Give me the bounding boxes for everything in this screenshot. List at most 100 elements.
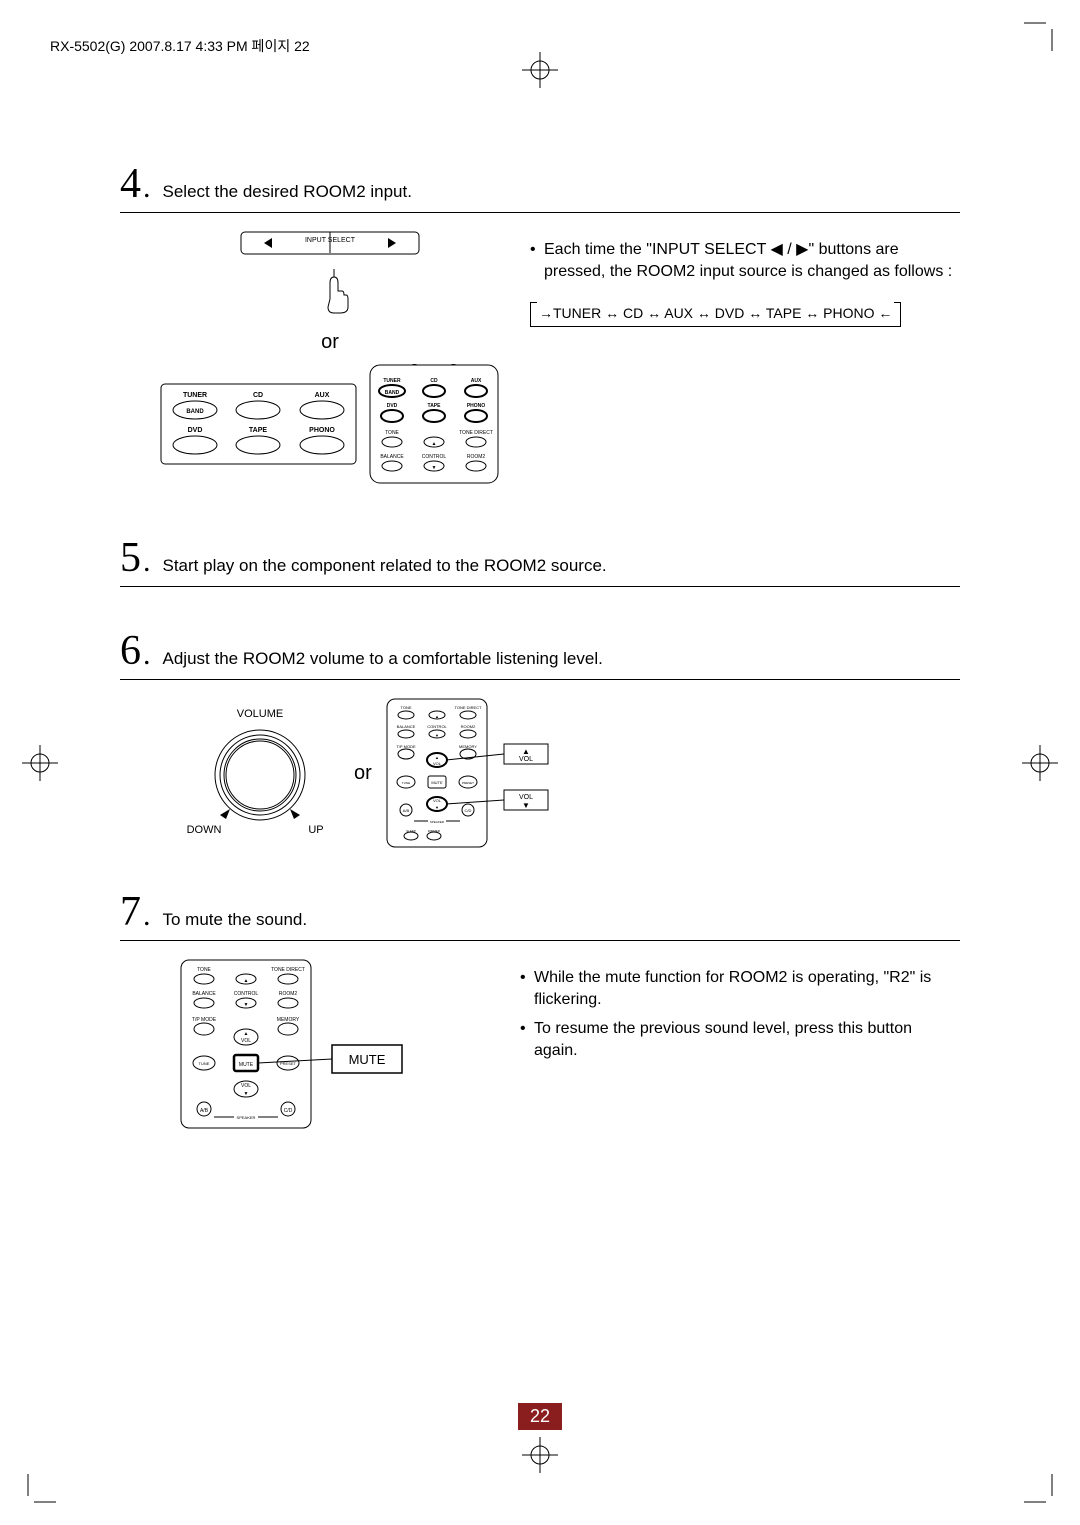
svg-text:BALANCE: BALANCE (396, 724, 415, 729)
svg-text:TUNER: TUNER (383, 378, 401, 384)
svg-text:VOL: VOL (433, 798, 442, 803)
step-title: Adjust the ROOM2 volume to a comfortable… (163, 649, 603, 669)
page-number: 22 (518, 1403, 562, 1430)
svg-text:TONE DIRECT: TONE DIRECT (271, 967, 305, 973)
svg-text:C/D: C/D (464, 808, 471, 813)
crop-mark-bottom-right (1024, 1474, 1060, 1510)
svg-text:TONE: TONE (385, 430, 399, 436)
svg-text:▼: ▼ (244, 1002, 249, 1008)
or-label: or (321, 331, 339, 354)
svg-text:MEMORY: MEMORY (459, 744, 477, 749)
step7-diagram: TONE TONE DIRECT ▲ BALANCE CONTROL ROOM2… (120, 959, 490, 1129)
step-6: 6 . Adjust the ROOM2 volume to a comfort… (120, 627, 960, 848)
step-title: Start play on the component related to t… (163, 556, 607, 576)
svg-text:▲: ▲ (522, 747, 530, 756)
svg-text:TONE: TONE (400, 705, 411, 710)
svg-text:SPEAKER: SPEAKER (430, 820, 445, 824)
step-5: 5 . Start play on the component related … (120, 534, 960, 587)
svg-text:T/P MODE: T/P MODE (396, 744, 416, 749)
step-head: 4 . Select the desired ROOM2 input. (120, 160, 960, 213)
svg-text:TONE DIRECT: TONE DIRECT (459, 430, 493, 436)
registration-mark-right (1020, 743, 1060, 783)
step-7: 7 . To mute the sound. TONE TONE DIRECT … (120, 888, 960, 1129)
svg-text:VOLUME: VOLUME (237, 708, 283, 720)
or-label: or (354, 762, 372, 785)
registration-mark-left (20, 743, 60, 783)
svg-text:ROOM2: ROOM2 (460, 724, 475, 729)
svg-text:SPEAKER: SPEAKER (237, 1115, 256, 1120)
step-number: 5 (120, 534, 141, 582)
svg-text:BAND: BAND (186, 409, 204, 415)
step4-notes: Each time the "INPUT SELECT ◀ / ▶" butto… (530, 231, 960, 484)
svg-text:CONTROL: CONTROL (427, 724, 447, 729)
svg-text:TUNE: TUNE (402, 781, 410, 785)
svg-text:MEMORY: MEMORY (277, 1017, 300, 1023)
svg-text:CONTROL: CONTROL (422, 454, 447, 460)
step7-note-0: While the mute function for ROOM2 is ope… (520, 967, 960, 1012)
svg-text:BALANCE: BALANCE (192, 991, 216, 997)
svg-text:UP: UP (308, 824, 323, 836)
step4-diagrams: INPUT SELECT or TUNER (120, 231, 500, 484)
svg-text:PHONO: PHONO (467, 403, 485, 409)
svg-text:▼: ▼ (435, 733, 439, 738)
step4-note: Each time the "INPUT SELECT ◀ / ▶" butto… (530, 239, 960, 284)
svg-text:TUNE: TUNE (199, 1061, 210, 1066)
step-number: 7 (120, 888, 141, 936)
svg-text:VOL: VOL (241, 1038, 251, 1044)
svg-text:VOL: VOL (519, 756, 533, 763)
svg-text:A/B: A/B (403, 808, 410, 813)
svg-text:▲: ▲ (435, 755, 439, 760)
svg-text:CONTROL: CONTROL (234, 991, 259, 997)
svg-text:ROOM2: ROOM2 (467, 454, 486, 460)
step6-diagrams: VOLUME DOWN UP or TONE TONE DIRECT (120, 698, 556, 848)
svg-text:ROOM2: ROOM2 (279, 991, 298, 997)
svg-text:CD: CD (430, 378, 438, 384)
crop-mark-top-right (1024, 15, 1060, 51)
volume-knob-diagram: VOLUME DOWN UP (180, 703, 340, 843)
input-select-diagram: INPUT SELECT (240, 231, 420, 321)
step-dot: . (143, 171, 151, 205)
svg-text:TONE: TONE (197, 967, 211, 973)
svg-text:MUTE: MUTE (239, 1062, 254, 1068)
svg-text:VOL: VOL (519, 794, 533, 801)
svg-text:▲: ▲ (432, 441, 437, 447)
registration-mark-top (520, 50, 560, 90)
svg-text:C/D: C/D (284, 1108, 293, 1114)
svg-text:AUX: AUX (315, 392, 330, 399)
svg-text:DOWN: DOWN (187, 824, 222, 836)
svg-text:AUX: AUX (471, 378, 482, 384)
registration-mark-bottom (520, 1435, 560, 1475)
header-line: RX-5502(G) 2007.8.17 4:33 PM 페이지 22 (50, 36, 310, 56)
svg-text:T/P MODE: T/P MODE (192, 1017, 217, 1023)
svg-text:MUTE: MUTE (349, 1052, 386, 1067)
step7-note-1: To resume the previous sound level, pres… (520, 1018, 960, 1063)
step-title: To mute the sound. (163, 910, 308, 930)
svg-text:A/B: A/B (200, 1108, 209, 1114)
step-number: 6 (120, 627, 141, 675)
svg-text:CD: CD (253, 392, 263, 399)
svg-text:DIMMER: DIMMER (428, 829, 441, 833)
svg-text:TAPE: TAPE (428, 403, 442, 409)
mute-diagram: TONE TONE DIRECT ▲ BALANCE CONTROL ROOM2… (180, 959, 410, 1129)
svg-text:BAND: BAND (385, 390, 400, 396)
svg-text:DVD: DVD (387, 403, 398, 409)
svg-text:TAPE: TAPE (249, 427, 267, 434)
svg-text:▲: ▲ (244, 978, 249, 984)
step-title: Select the desired ROOM2 input. (163, 182, 412, 202)
page-content: 4 . Select the desired ROOM2 input. INPU… (120, 160, 960, 1169)
svg-text:TUNER: TUNER (183, 392, 207, 399)
svg-text:▲: ▲ (435, 714, 439, 719)
svg-text:BALANCE: BALANCE (380, 454, 404, 460)
svg-text:PHONO: PHONO (309, 427, 335, 434)
svg-text:PRESET: PRESET (462, 781, 474, 785)
svg-text:▼: ▼ (432, 465, 437, 471)
svg-text:▼: ▼ (244, 1091, 249, 1097)
svg-text:DVD: DVD (188, 427, 203, 434)
svg-text:▲: ▲ (244, 1031, 249, 1037)
remote-volume-diagram: TONE TONE DIRECT ▲ BALANCE CONTROL ROOM2… (386, 698, 556, 848)
svg-text:VOL: VOL (433, 761, 442, 766)
svg-text:▼: ▼ (522, 801, 530, 810)
step-4: 4 . Select the desired ROOM2 input. INPU… (120, 160, 960, 484)
svg-text:▼: ▼ (435, 805, 439, 810)
svg-text:TONE DIRECT: TONE DIRECT (454, 705, 482, 710)
